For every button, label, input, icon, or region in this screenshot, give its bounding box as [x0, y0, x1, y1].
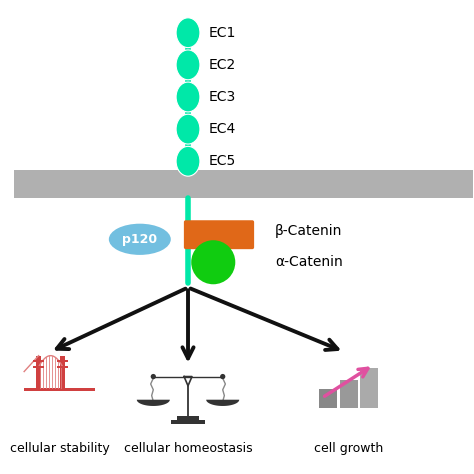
Bar	[57, 360, 68, 362]
Circle shape	[191, 240, 235, 284]
Ellipse shape	[176, 82, 200, 112]
Text: EC5: EC5	[209, 154, 236, 168]
Bar	[61, 356, 65, 391]
Circle shape	[220, 374, 225, 379]
Circle shape	[151, 374, 156, 379]
Bar	[24, 388, 95, 391]
FancyBboxPatch shape	[184, 220, 254, 249]
Text: EC3: EC3	[209, 90, 236, 104]
Text: p120: p120	[122, 233, 157, 246]
Bar	[14, 171, 473, 198]
Polygon shape	[206, 400, 239, 406]
Bar	[172, 420, 205, 424]
Text: cell growth: cell growth	[314, 442, 383, 455]
Ellipse shape	[176, 50, 200, 80]
Bar	[36, 356, 41, 391]
Text: cellular homeostasis: cellular homeostasis	[124, 442, 252, 455]
Bar	[319, 390, 337, 408]
Ellipse shape	[109, 224, 171, 255]
Text: EC1: EC1	[209, 26, 236, 40]
Polygon shape	[137, 400, 170, 406]
Ellipse shape	[176, 18, 200, 48]
Ellipse shape	[176, 146, 200, 176]
Bar	[33, 360, 44, 362]
Text: α-Catenin: α-Catenin	[275, 255, 343, 269]
Bar	[177, 416, 199, 420]
Bar	[33, 366, 44, 368]
Text: cellular stability: cellular stability	[9, 442, 109, 455]
Ellipse shape	[176, 114, 200, 144]
Bar	[339, 380, 358, 408]
Bar	[57, 366, 68, 368]
Text: EC4: EC4	[209, 122, 236, 136]
Text: EC2: EC2	[209, 58, 236, 72]
Bar	[360, 368, 378, 408]
Text: β-Catenin: β-Catenin	[275, 225, 343, 238]
